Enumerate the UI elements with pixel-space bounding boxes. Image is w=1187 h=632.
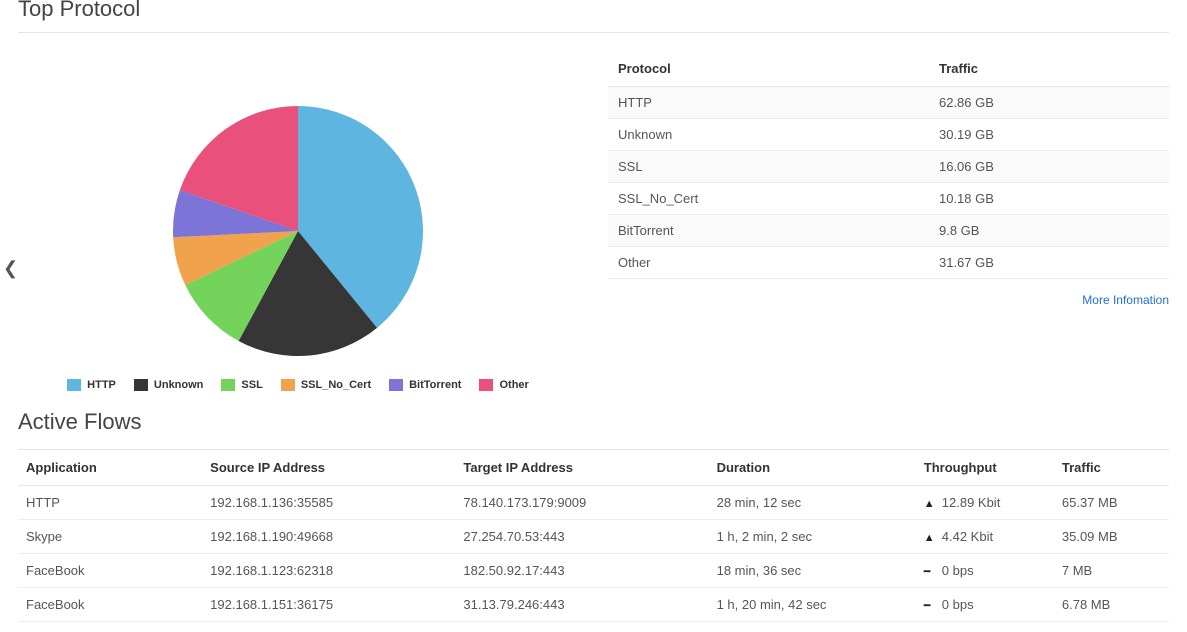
traffic-cell: 9.8 GB [929, 215, 1169, 247]
application-cell: HTTP [18, 486, 202, 520]
flows-body: HTTP192.168.1.136:3558578.140.173.179:90… [18, 486, 1169, 622]
application-cell: Skype [18, 520, 202, 554]
traffic-cell: 30.19 GB [929, 119, 1169, 151]
duration-cell: 18 min, 36 sec [709, 554, 916, 588]
protocol-cell: SSL [608, 151, 929, 183]
protocol-pie-chart [18, 51, 578, 361]
traffic-cell: 10.18 GB [929, 183, 1169, 215]
traffic-cell: 16.06 GB [929, 151, 1169, 183]
protocol-cell: Unknown [608, 119, 929, 151]
pie-chart-container: HTTP Unknown SSL SSL_No_Cert BitTorrent Other [18, 51, 578, 391]
legend-swatch [389, 379, 403, 391]
source-ip-cell: 192.168.1.151:36175 [202, 588, 455, 622]
more-info-link[interactable]: More Infomation [1082, 293, 1169, 307]
source-ip-cell: 192.168.1.190:49668 [202, 520, 455, 554]
legend-label: SSL [241, 379, 262, 391]
dash-icon: ━ [924, 565, 936, 578]
traffic-cell: 6.78 MB [1054, 588, 1169, 622]
legend-swatch [134, 379, 148, 391]
legend-item[interactable]: Other [479, 379, 528, 391]
application-cell: FaceBook [18, 554, 202, 588]
flows-col-header[interactable]: Throughput [916, 450, 1054, 486]
traffic-cell: 62.86 GB [929, 87, 1169, 119]
flows-table-row[interactable]: FaceBook192.168.1.123:62318182.50.92.17:… [18, 554, 1169, 588]
target-ip-cell: 31.13.79.246:443 [455, 588, 708, 622]
pie-legend: HTTP Unknown SSL SSL_No_Cert BitTorrent Other [67, 361, 529, 391]
top-protocol-section: HTTPUnknownSSLSSL_No_CertBitTorrentOther… [18, 33, 1169, 391]
traffic-cell: 7 MB [1054, 554, 1169, 588]
traffic-col-header: Traffic [929, 51, 1169, 87]
legend-swatch [479, 379, 493, 391]
duration-cell: 1 h, 2 min, 2 sec [709, 520, 916, 554]
protocol-cell: SSL_No_Cert [608, 183, 929, 215]
flows-col-header[interactable]: Duration [709, 450, 916, 486]
legend-item[interactable]: Unknown [134, 379, 204, 391]
flows-col-header[interactable]: Source IP Address [202, 450, 455, 486]
target-ip-cell: 27.254.70.53:443 [455, 520, 708, 554]
active-flows-title: Active Flows [18, 391, 1169, 449]
dash-icon: ━ [924, 599, 936, 612]
flows-table-row[interactable]: Skype192.168.1.190:4966827.254.70.53:443… [18, 520, 1169, 554]
legend-swatch [281, 379, 295, 391]
caret-up-icon: ▲ [924, 532, 936, 544]
flows-col-header[interactable]: Application [18, 450, 202, 486]
protocol-table-row[interactable]: BitTorrent9.8 GB [608, 215, 1169, 247]
traffic-cell: 65.37 MB [1054, 486, 1169, 520]
protocol-table-body: HTTP62.86 GBUnknown30.19 GBSSL16.06 GBSS… [608, 87, 1169, 279]
flows-table-row[interactable]: FaceBook192.168.1.151:3617531.13.79.246:… [18, 588, 1169, 622]
traffic-cell: 31.67 GB [929, 247, 1169, 279]
protocol-table: Protocol Traffic HTTP62.86 GBUnknown30.1… [608, 51, 1169, 279]
traffic-cell: 35.09 MB [1054, 520, 1169, 554]
legend-swatch [221, 379, 235, 391]
source-ip-cell: 192.168.1.123:62318 [202, 554, 455, 588]
legend-label: HTTP [87, 379, 116, 391]
protocol-table-row[interactable]: Other31.67 GB [608, 247, 1169, 279]
target-ip-cell: 182.50.92.17:443 [455, 554, 708, 588]
protocol-cell: BitTorrent [608, 215, 929, 247]
active-flows-table: ApplicationSource IP AddressTarget IP Ad… [18, 449, 1169, 622]
protocol-table-row[interactable]: SSL16.06 GB [608, 151, 1169, 183]
page-root: Top Protocol HTTPUnknownSSLSSL_No_CertBi… [0, 0, 1187, 632]
legend-swatch [67, 379, 81, 391]
flows-header-row: ApplicationSource IP AddressTarget IP Ad… [18, 450, 1169, 486]
duration-cell: 28 min, 12 sec [709, 486, 916, 520]
flows-col-header[interactable]: Target IP Address [455, 450, 708, 486]
protocol-table-row[interactable]: SSL_No_Cert10.18 GB [608, 183, 1169, 215]
top-protocol-title: Top Protocol [18, 0, 1169, 33]
target-ip-cell: 78.140.173.179:9009 [455, 486, 708, 520]
flows-table-row[interactable]: HTTP192.168.1.136:3558578.140.173.179:90… [18, 486, 1169, 520]
protocol-table-container: Protocol Traffic HTTP62.86 GBUnknown30.1… [608, 51, 1169, 307]
legend-label: SSL_No_Cert [301, 379, 371, 391]
more-info-link-container: More Infomation [608, 279, 1169, 307]
source-ip-cell: 192.168.1.136:35585 [202, 486, 455, 520]
legend-label: Unknown [154, 379, 204, 391]
throughput-cell: ━0 bps [916, 588, 1054, 622]
flows-col-header[interactable]: Traffic [1054, 450, 1169, 486]
protocol-table-header-row: Protocol Traffic [608, 51, 1169, 87]
legend-label: Other [499, 379, 528, 391]
duration-cell: 1 h, 20 min, 42 sec [709, 588, 916, 622]
protocol-col-header: Protocol [608, 51, 929, 87]
caret-up-icon: ▲ [924, 498, 936, 510]
protocol-table-row[interactable]: Unknown30.19 GB [608, 119, 1169, 151]
legend-item[interactable]: BitTorrent [389, 379, 461, 391]
protocol-cell: HTTP [608, 87, 929, 119]
legend-item[interactable]: SSL_No_Cert [281, 379, 371, 391]
protocol-table-row[interactable]: HTTP62.86 GB [608, 87, 1169, 119]
prev-chevron-icon[interactable]: ❮ [0, 252, 21, 285]
protocol-cell: Other [608, 247, 929, 279]
throughput-cell: ━0 bps [916, 554, 1054, 588]
application-cell: FaceBook [18, 588, 202, 622]
throughput-cell: ▲12.89 Kbit [916, 486, 1054, 520]
throughput-cell: ▲4.42 Kbit [916, 520, 1054, 554]
legend-label: BitTorrent [409, 379, 461, 391]
legend-item[interactable]: HTTP [67, 379, 116, 391]
legend-item[interactable]: SSL [221, 379, 262, 391]
